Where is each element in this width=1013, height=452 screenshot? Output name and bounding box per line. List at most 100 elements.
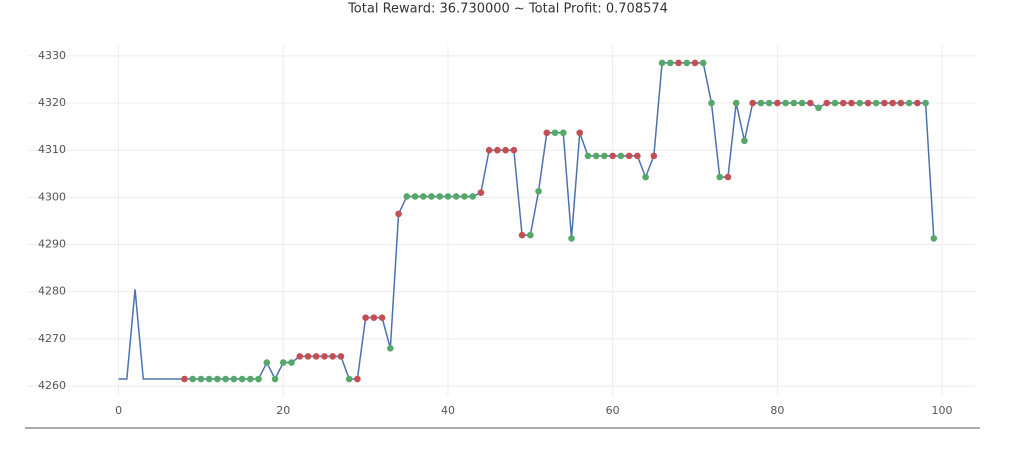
trade-marker bbox=[592, 152, 600, 160]
y-tick-label: 4320 bbox=[38, 96, 66, 109]
trade-marker bbox=[551, 129, 559, 137]
x-tick-label: 100 bbox=[932, 404, 953, 417]
trade-marker bbox=[214, 375, 221, 383]
trade-marker bbox=[189, 375, 196, 383]
trade-marker bbox=[683, 59, 691, 67]
trade-marker bbox=[839, 99, 847, 107]
trade-marker bbox=[650, 152, 658, 160]
y-tick-label: 4280 bbox=[38, 285, 66, 298]
trade-marker bbox=[782, 99, 789, 107]
trade-marker bbox=[197, 375, 205, 383]
trade-marker bbox=[872, 99, 880, 107]
trade-marker bbox=[362, 314, 369, 321]
trade-marker bbox=[263, 359, 271, 366]
x-tick-label: 40 bbox=[441, 404, 455, 417]
trade-marker bbox=[667, 59, 674, 67]
trade-marker bbox=[741, 137, 748, 145]
trade-marker bbox=[609, 152, 616, 160]
trade-marker bbox=[765, 99, 773, 107]
trade-marker bbox=[255, 375, 262, 383]
trade-marker bbox=[518, 231, 526, 239]
trade-marker bbox=[897, 99, 905, 107]
trade-marker bbox=[279, 359, 287, 366]
trade-marker bbox=[510, 146, 518, 154]
trade-marker bbox=[288, 359, 295, 366]
trade-marker bbox=[732, 99, 740, 107]
trade-marker bbox=[749, 99, 756, 107]
trade-marker bbox=[543, 129, 551, 137]
trade-marker bbox=[691, 59, 699, 67]
trade-marker bbox=[354, 375, 361, 383]
x-tick-label: 0 bbox=[115, 404, 122, 417]
trade-marker bbox=[716, 173, 724, 181]
trade-marker bbox=[527, 231, 534, 239]
trade-marker bbox=[428, 193, 435, 200]
trade-marker bbox=[222, 375, 229, 383]
y-tick-label: 4260 bbox=[38, 379, 66, 392]
trade-marker bbox=[757, 99, 765, 107]
trade-marker bbox=[387, 345, 394, 352]
trade-marker bbox=[411, 193, 419, 200]
trade-marker bbox=[238, 375, 246, 383]
trade-marker bbox=[395, 210, 402, 218]
trade-marker bbox=[831, 99, 839, 107]
y-tick-label: 4270 bbox=[38, 332, 66, 345]
trade-marker bbox=[230, 375, 238, 383]
x-tick-label: 20 bbox=[276, 404, 290, 417]
trade-marker bbox=[436, 193, 444, 200]
trade-marker bbox=[922, 99, 929, 107]
trade-marker bbox=[502, 146, 509, 154]
trade-marker bbox=[642, 173, 649, 181]
trade-marker bbox=[345, 375, 353, 383]
trade-marker bbox=[914, 99, 921, 107]
trade-marker bbox=[461, 193, 468, 200]
trade-marker bbox=[807, 99, 814, 107]
trade-marker bbox=[798, 99, 806, 107]
trade-marker bbox=[271, 375, 279, 383]
y-tick-label: 4310 bbox=[38, 143, 66, 156]
trade-marker bbox=[568, 235, 575, 242]
trade-marker bbox=[370, 314, 378, 321]
trade-marker bbox=[634, 152, 641, 160]
trade-marker bbox=[535, 187, 542, 195]
trade-marker bbox=[848, 99, 855, 107]
trade-marker bbox=[856, 99, 864, 107]
trade-marker bbox=[930, 235, 938, 242]
trade-marker bbox=[304, 353, 312, 360]
trade-marker bbox=[625, 152, 633, 160]
trade-marker bbox=[494, 146, 501, 154]
trade-marker bbox=[337, 353, 345, 360]
trade-marker bbox=[403, 193, 411, 200]
trade-marker bbox=[601, 152, 608, 160]
trade-marker bbox=[905, 99, 913, 107]
y-tick-label: 4290 bbox=[38, 238, 66, 251]
trade-marker bbox=[477, 189, 485, 196]
trade-marker bbox=[321, 353, 328, 360]
trade-marker bbox=[312, 353, 320, 360]
trade-marker bbox=[444, 193, 452, 200]
trade-marker bbox=[329, 353, 336, 360]
trade-marker bbox=[617, 152, 625, 160]
trade-marker bbox=[815, 104, 822, 112]
trade-marker bbox=[576, 129, 584, 137]
trade-marker bbox=[881, 99, 888, 107]
trade-marker bbox=[247, 375, 254, 383]
trade-marker bbox=[658, 59, 666, 67]
trade-marker bbox=[378, 314, 386, 321]
trade-marker bbox=[889, 99, 896, 107]
trade-marker bbox=[452, 193, 460, 200]
trade-marker bbox=[584, 152, 592, 160]
trade-marker bbox=[419, 193, 427, 200]
trade-marker bbox=[708, 99, 715, 107]
trade-marker bbox=[790, 99, 798, 107]
y-tick-label: 4300 bbox=[38, 190, 66, 203]
trade-marker bbox=[181, 375, 188, 383]
trade-marker bbox=[296, 353, 304, 360]
trade-marker bbox=[559, 129, 567, 137]
trade-marker bbox=[699, 59, 707, 67]
trade-marker bbox=[485, 146, 493, 154]
trade-marker bbox=[823, 99, 831, 107]
y-tick-label: 4330 bbox=[38, 49, 66, 62]
x-tick-label: 80 bbox=[770, 404, 784, 417]
